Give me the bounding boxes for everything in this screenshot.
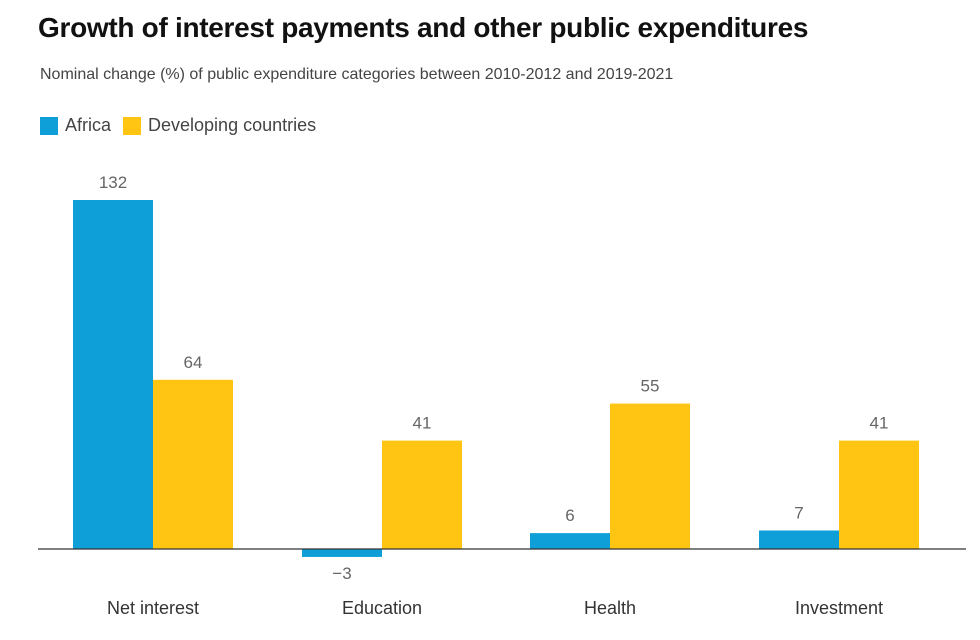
- legend-swatch-developing: [123, 116, 142, 135]
- category-label-education: Education: [342, 598, 422, 618]
- bar-africa-education: [302, 549, 382, 557]
- category-label-net-interest: Net interest: [107, 598, 199, 618]
- legend-label-africa: Africa: [65, 115, 112, 135]
- chart-title: Growth of interest payments and other pu…: [38, 12, 809, 43]
- legend-item-africa: Africa: [40, 115, 111, 136]
- bar-developing-countries-net-interest: [153, 379, 233, 549]
- data-label-developing-countries-health: 55: [641, 377, 660, 396]
- category-label-health: Health: [584, 598, 636, 618]
- bar-developing-countries-education: [382, 440, 462, 549]
- data-label-africa-net-interest: 132: [99, 173, 127, 192]
- data-label-africa-investment: 7: [794, 503, 803, 522]
- legend-swatch-africa: [40, 116, 58, 135]
- legend-label-developing: Developing countries: [148, 115, 317, 135]
- data-label-africa-health: 6: [565, 506, 574, 525]
- legend-item-developing: Developing countries: [123, 115, 316, 136]
- data-label-developing-countries-education: 41: [413, 414, 432, 433]
- data-label-developing-countries-investment: 41: [870, 414, 889, 433]
- data-label-developing-countries-net-interest: 64: [184, 353, 203, 372]
- bar-developing-countries-investment: [839, 440, 919, 549]
- bar-africa-health: [530, 533, 610, 549]
- legend: Africa Developing countries: [40, 115, 328, 136]
- chart-subtitle: Nominal change (%) of public expenditure…: [40, 66, 674, 83]
- data-label-africa-education: −3: [332, 564, 351, 583]
- category-label-investment: Investment: [795, 598, 883, 618]
- bar-africa-net-interest: [73, 200, 153, 549]
- bar-developing-countries-health: [610, 403, 690, 549]
- bar-africa-investment: [759, 530, 839, 549]
